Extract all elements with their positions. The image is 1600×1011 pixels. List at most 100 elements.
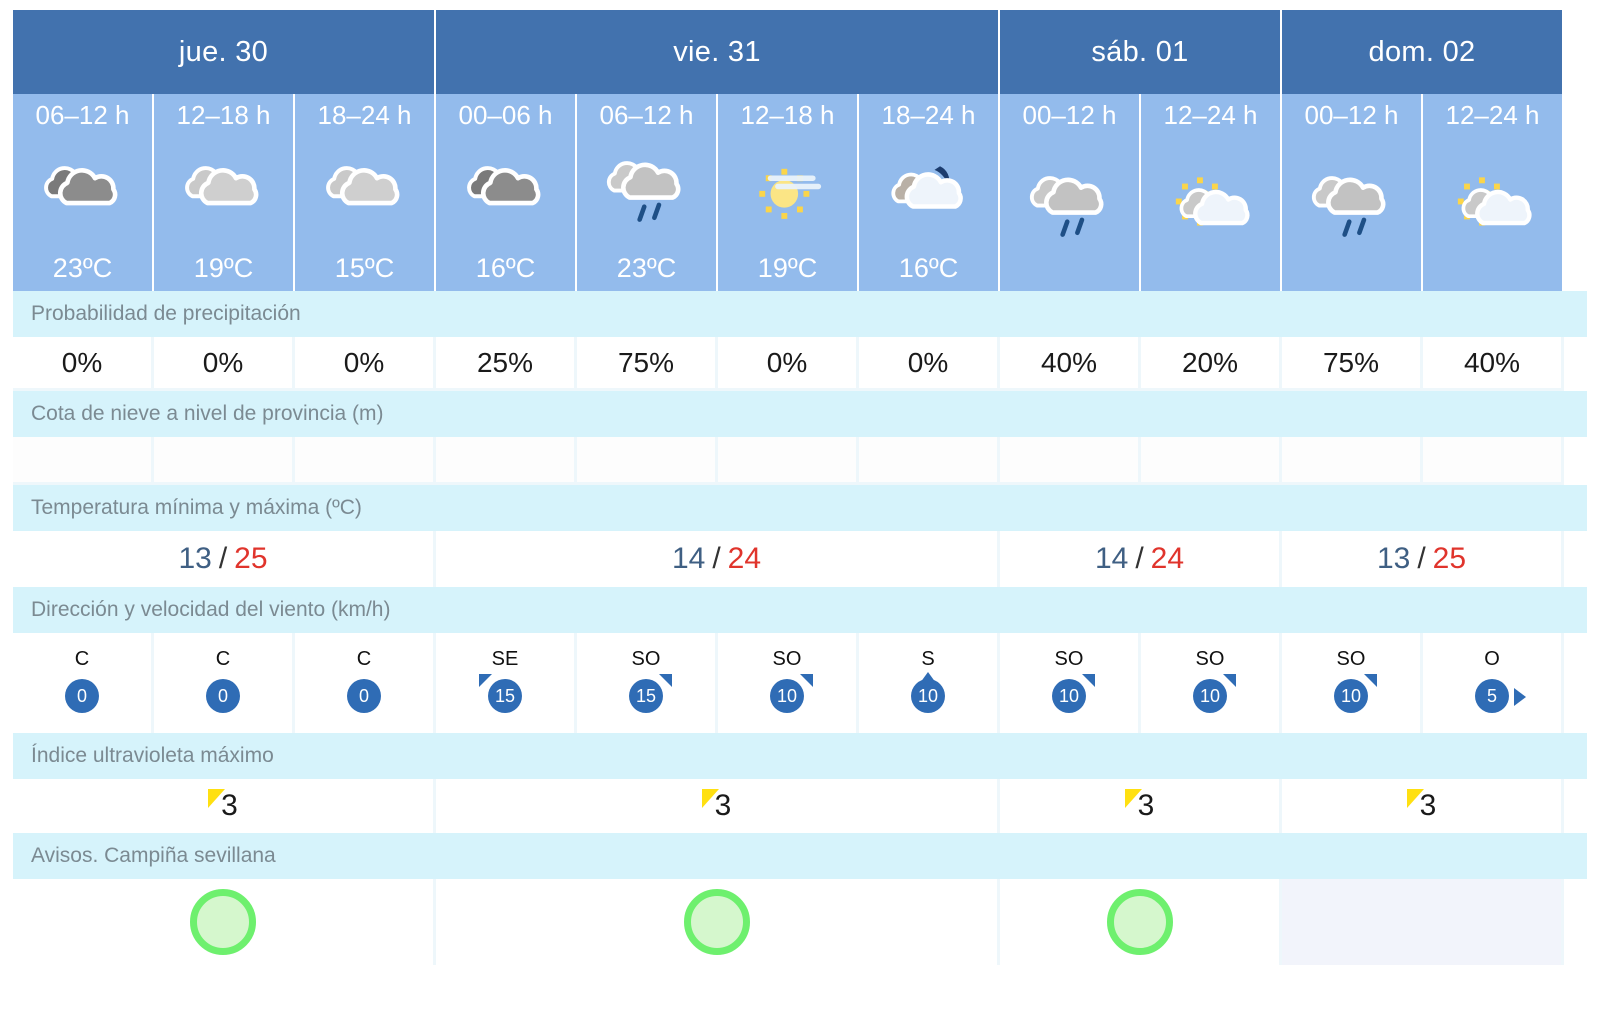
wind-badge: 15	[611, 674, 681, 718]
period-time: 00–12 h	[1304, 100, 1399, 130]
snow-cell-11	[1423, 437, 1564, 485]
period-cell-2[interactable]: 12–18 h 19ºC	[154, 94, 295, 291]
precipitation-cell-8: 40%	[1000, 337, 1141, 391]
wind-speed: 10	[770, 679, 804, 713]
temperature-max: 24	[1150, 542, 1185, 575]
wind-speed: 0	[347, 679, 381, 713]
period-cell-6[interactable]: 12–18 h 19ºC	[718, 94, 859, 291]
wind-direction: SE	[491, 648, 519, 670]
warning-cell-2[interactable]	[436, 879, 1000, 965]
period-cell-10[interactable]: 00–12 h	[1282, 94, 1423, 291]
warning-level-green-icon[interactable]	[683, 889, 750, 955]
precipitation-cell-7: 0%	[859, 337, 1000, 391]
wind-cell-10: SO 10	[1282, 633, 1423, 733]
snow-cell-10	[1282, 437, 1423, 485]
uv-badge: 3	[701, 788, 732, 824]
weather-icon-cloudy-rain	[601, 144, 693, 240]
period-temperature: 23ºC	[616, 253, 677, 283]
warning-cell-1[interactable]	[13, 879, 436, 965]
period-cell-7[interactable]: 18–24 h 16ºC	[859, 94, 1000, 291]
forecast-grid: jue. 30 vie. 31 sáb. 01 dom. 02 06–12 h 23ºC…	[13, 10, 1600, 965]
wind-speed: 0	[206, 679, 240, 713]
precipitation-cell-value: 75%	[617, 346, 675, 378]
precipitation-cell-2: 0%	[154, 337, 295, 391]
weather-icon-sun-cloud	[1447, 159, 1539, 255]
warnings-section-label: Avisos. Campiña sevillana	[13, 833, 1587, 879]
period-cell-1[interactable]: 06–12 h 23ºC	[13, 94, 154, 291]
temperature-separator: /	[218, 542, 228, 575]
day-header-1[interactable]: jue. 30	[13, 10, 436, 94]
period-cell-9[interactable]: 12–24 h	[1141, 94, 1282, 291]
wind-speed: 10	[1334, 679, 1368, 713]
snow-cell-3	[295, 437, 436, 485]
uv-value: 3	[1419, 789, 1437, 822]
uv-flag-icon	[701, 788, 719, 808]
period-cell-3[interactable]: 18–24 h 15ºC	[295, 94, 436, 291]
warnings-label-text: Avisos. Campiña sevillana	[31, 844, 276, 867]
wind-arrow-so-icon	[1223, 674, 1236, 687]
precipitation-cell-value: 25%	[476, 346, 534, 378]
precipitation-cell-value: 40%	[1040, 346, 1098, 378]
period-time: 00–12 h	[1022, 100, 1117, 130]
temperature-row: 13/25 14/24 14/24 13/25	[13, 531, 1587, 587]
uv-flag-icon	[208, 788, 226, 808]
period-row: 06–12 h 23ºC 12–18 h 19ºC 18–24 h 15ºC 00–06 h…	[13, 94, 1587, 291]
warning-level-green-icon[interactable]	[190, 889, 256, 955]
warning-cell-4[interactable]	[1282, 879, 1564, 965]
period-time: 06–12 h	[35, 100, 130, 130]
wind-cell-5: SO 15	[577, 633, 718, 733]
wind-row: C 0 C 0 C 0 SE 15 SO 15 SO 10 S 10 SO 10 SO 10 SO 10 O 5	[13, 633, 1587, 733]
period-cell-4[interactable]: 00–06 h 16ºC	[436, 94, 577, 291]
precipitation-cell-3: 0%	[295, 337, 436, 391]
snow-cell-2	[154, 437, 295, 485]
uv-cell-3: 3	[1000, 779, 1282, 833]
uv-badge: 3	[1124, 788, 1154, 824]
period-cell-8[interactable]: 00–12 h	[1000, 94, 1141, 291]
temperature-separator: /	[1417, 542, 1426, 575]
period-time: 12–24 h	[1163, 100, 1258, 130]
precipitation-cell-value: 0%	[202, 346, 244, 378]
snow-cell-7	[859, 437, 1000, 485]
period-temperature: 19ºC	[193, 253, 254, 283]
uv-cell-2: 3	[436, 779, 1000, 833]
snow-cell-4	[436, 437, 577, 485]
day-header-row: jue. 30 vie. 31 sáb. 01 dom. 02	[13, 10, 1587, 94]
wind-arrow-so-icon	[800, 674, 813, 687]
period-cell-5[interactable]: 06–12 h 23ºC	[577, 94, 718, 291]
warning-cell-3[interactable]	[1000, 879, 1282, 965]
day-header-3[interactable]: sáb. 01	[1000, 10, 1282, 94]
period-time: 12–18 h	[176, 100, 271, 130]
period-time: 18–24 h	[317, 100, 412, 130]
period-temperature: 16ºC	[475, 253, 536, 283]
temperature-max: 25	[1432, 542, 1467, 575]
uv-flag-icon	[1406, 788, 1424, 808]
wind-cell-4: SE 15	[436, 633, 577, 733]
weather-icon-moon-cloud	[883, 144, 975, 240]
day-header-2[interactable]: vie. 31	[436, 10, 1000, 94]
temperature-cell-2: 14/24	[436, 531, 1000, 587]
snow-row	[13, 437, 1587, 485]
wind-arrow-s-icon	[920, 672, 936, 683]
temperature-min: 13	[178, 542, 212, 575]
warnings-row	[13, 879, 1587, 965]
day-header-4[interactable]: dom. 02	[1282, 10, 1564, 94]
weather-icon-cloudy-rain	[1024, 159, 1116, 255]
day-header-label: sáb. 01	[1091, 35, 1189, 68]
warning-level-green-icon[interactable]	[1106, 889, 1173, 955]
precipitation-cell-value: 0%	[343, 346, 385, 378]
uv-cell-4: 3	[1282, 779, 1564, 833]
precipitation-cell-1: 0%	[13, 337, 154, 391]
precipitation-cell-value: 40%	[1463, 346, 1521, 378]
precipitation-label-text: Probabilidad de precipitación	[31, 302, 301, 325]
period-temperature: 15ºC	[334, 253, 395, 283]
temperature-min: 14	[1094, 542, 1129, 575]
wind-speed: 15	[488, 679, 522, 713]
wind-cell-7: S 10	[859, 633, 1000, 733]
period-cell-11[interactable]: 12–24 h	[1423, 94, 1564, 291]
wind-direction: C	[356, 648, 372, 670]
wind-speed: 0	[65, 679, 99, 713]
uv-value: 3	[714, 789, 732, 822]
precipitation-cell-5: 75%	[577, 337, 718, 391]
